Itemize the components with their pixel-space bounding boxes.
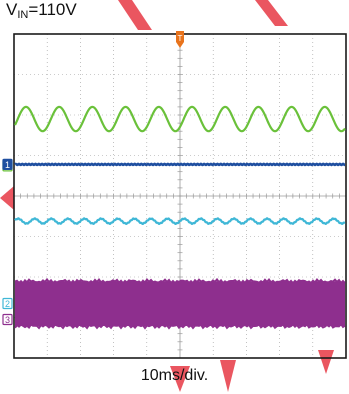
watermark-mark-4 (318, 350, 334, 374)
ch2-marker-label: 2 (5, 299, 10, 309)
watermark-mark-0 (118, 0, 152, 30)
ch1-trace (14, 162, 346, 167)
graticule (13, 33, 347, 359)
ch3-bottom-edge (14, 322, 346, 330)
ch4-trace (14, 105, 346, 133)
trigger-marker-label: T (178, 34, 183, 43)
ch2-marker (2, 297, 13, 310)
watermark-mark-3 (170, 366, 190, 392)
ch1-marker (2, 158, 13, 171)
watermark-mark-5 (220, 360, 236, 392)
trigger-marker (176, 31, 184, 48)
watermark-mark-2 (0, 186, 14, 210)
time-scale-caption: 10ms/div. (140, 367, 209, 384)
ch3-trace (15, 281, 345, 327)
ch1-marker-label: 1 (5, 160, 10, 170)
traces (14, 105, 346, 330)
watermark-mark-1 (255, 0, 288, 26)
input-voltage-label: VIN=110V (6, 0, 77, 21)
watermark (0, 0, 334, 392)
ch2-trace (14, 217, 346, 226)
ch3-marker-label: 3 (5, 315, 10, 325)
ch3-marker (2, 313, 13, 326)
ch3-top-edge (14, 277, 346, 286)
channel-markers: 4123T (2, 31, 184, 326)
